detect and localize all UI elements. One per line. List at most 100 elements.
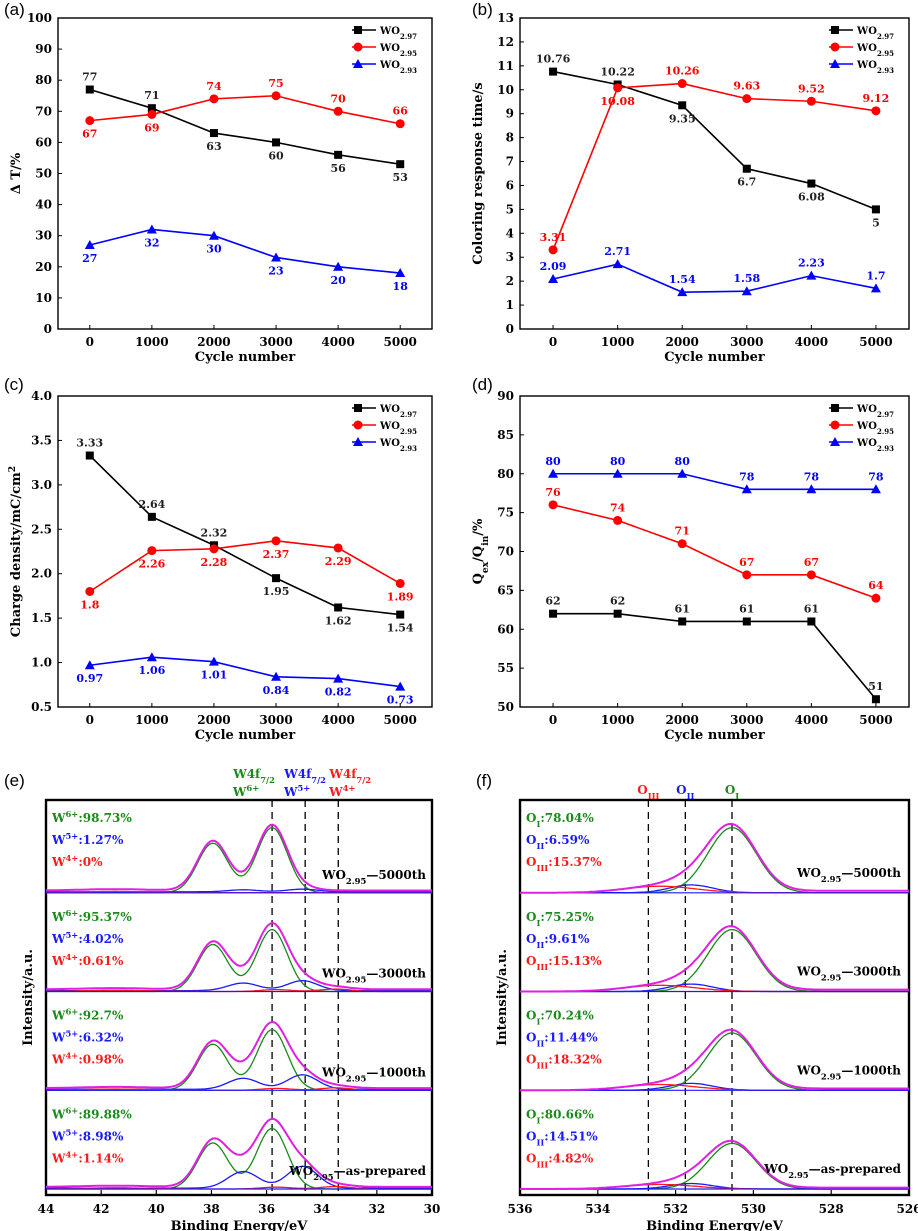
y-tick-label: 12 (497, 35, 514, 49)
component-percentage-part: :95.37% (78, 910, 132, 924)
legend-label-part: 2.95 (877, 427, 894, 436)
data-label: 10.76 (536, 53, 571, 66)
data-label: 74 (206, 80, 222, 93)
y-tick-label: 7 (506, 155, 514, 169)
data-label: 62 (545, 595, 560, 608)
legend-label: WO2.93 (856, 60, 894, 75)
data-label: 53 (393, 171, 408, 184)
data-point (741, 484, 752, 494)
data-label: 1.06 (138, 664, 165, 677)
reference-label-part: W (283, 785, 298, 799)
component-percentage-part: :80.66% (540, 1107, 594, 1121)
envelope-curve (520, 925, 909, 993)
data-label: 67 (739, 556, 754, 569)
sample-label: WO2.95—1000th (321, 1065, 426, 1083)
sample-label-part: —5000th (366, 868, 426, 882)
data-point (807, 617, 816, 626)
data-point (209, 544, 219, 554)
x-tick-label: 1000 (601, 335, 634, 349)
component-percentage-part: II (536, 841, 544, 851)
sample-label: WO2.95—5000th (321, 868, 426, 886)
reference-top-label-part: 7/2 (356, 775, 371, 785)
data-label: 27 (82, 252, 97, 265)
component-percentage-part: :18.32% (548, 1053, 602, 1067)
spectrum-3: OI:80.66%OII:14.51%OIII:4.82%WO2.95—as-p… (520, 1107, 909, 1190)
data-label: 78 (868, 470, 884, 483)
sample-label-part: WO (796, 965, 821, 979)
data-point (396, 610, 405, 619)
y-axis-label-part: /Q (471, 546, 486, 562)
series-line (89, 656, 401, 688)
data-point (272, 574, 281, 583)
legend-marker (354, 404, 362, 412)
panel-label: (d) (472, 375, 493, 394)
series-WO2.93: 80 80 80 78 78 78 WO2.93 (545, 437, 894, 494)
data-label: 80 (610, 455, 626, 468)
component-percentage: OII:11.44% (526, 1031, 598, 1049)
component-percentage-part: O (526, 932, 536, 946)
x-tick-label: 5000 (859, 713, 892, 727)
x-tick-label: 44 (38, 1202, 55, 1216)
data-label: 2.26 (138, 558, 165, 571)
data-point (871, 205, 880, 214)
data-label: 1.95 (263, 585, 290, 598)
series-WO2.95: 67 69 74 75 70 66 WO2.95 (82, 42, 417, 141)
component-percentage-part: I (536, 918, 540, 928)
series-line (89, 454, 401, 616)
sample-label-part: 2.95 (346, 876, 367, 886)
data-label: 2.23 (798, 257, 825, 270)
data-label: 10.26 (665, 65, 700, 78)
component-percentage-part: W (51, 1009, 66, 1023)
data-label: 51 (868, 680, 883, 693)
data-point (271, 91, 281, 101)
component-percentage-part: I (536, 1017, 540, 1027)
x-tick-label: 0 (549, 713, 557, 727)
data-point (84, 240, 95, 250)
data-label: 78 (804, 470, 820, 483)
sample-label-part: 2.95 (821, 1071, 842, 1081)
component-percentage-part: W (51, 1151, 66, 1165)
data-point (677, 539, 687, 549)
y-tick-label: 2 (506, 274, 514, 288)
y-tick-label: 4.0 (31, 389, 52, 403)
component-percentage: W4+:0.98% (51, 1051, 124, 1067)
data-point (208, 230, 219, 240)
sample-label-part: —as-prepared (334, 1164, 427, 1178)
y-tick-label: 80 (35, 73, 52, 87)
component-percentage-part: I (536, 1115, 540, 1125)
data-point (333, 106, 343, 116)
reference-label: OIII (637, 783, 659, 801)
component-percentage-part: O (526, 1031, 536, 1045)
x-tick-label: 4000 (321, 713, 354, 727)
series-WO2.93: 27 32 30 23 20 18 WO2.93 (82, 59, 417, 293)
data-point (742, 164, 751, 173)
sample-label-part: WO (321, 868, 346, 882)
reference-label-part: O (676, 783, 686, 797)
y-tick-label: 50 (35, 167, 52, 181)
data-label: 80 (545, 455, 561, 468)
data-point (147, 512, 156, 521)
data-point (395, 268, 406, 278)
component-percentage: OIII:15.37% (526, 855, 602, 873)
data-label: 18 (393, 280, 409, 293)
series-WO2.93: 2.09 2.71 1.54 1.58 2.23 1.7 WO2.93 (540, 59, 894, 297)
data-point (396, 160, 405, 169)
component-percentage-part: W (51, 1031, 66, 1045)
x-tick-label: 3000 (259, 335, 292, 349)
reference-label-part: O (637, 783, 647, 797)
data-label: 2.71 (604, 245, 631, 258)
component-percentage: W4+:1.14% (51, 1149, 124, 1165)
data-label: 2.64 (138, 498, 165, 511)
data-label: 78 (739, 470, 755, 483)
data-point (871, 106, 881, 116)
y-tick-label: 3.5 (31, 433, 52, 447)
legend-marker (353, 437, 363, 446)
x-tick-label: 0 (549, 335, 557, 349)
x-tick-label: 532 (663, 1202, 688, 1216)
series-line (552, 504, 877, 599)
x-tick-label: 3000 (259, 713, 292, 727)
panel-label: (a) (4, 0, 25, 19)
data-label: 1.58 (733, 272, 760, 285)
sample-label-part: —1000th (841, 1063, 901, 1077)
